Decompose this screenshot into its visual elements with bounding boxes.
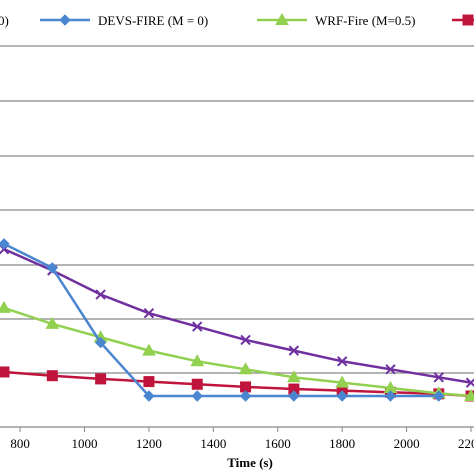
data-point-x — [143, 308, 155, 319]
data-point-square — [462, 14, 474, 26]
series-line — [3, 306, 472, 398]
data-point-triangle — [238, 362, 253, 375]
data-point-triangle — [190, 354, 205, 367]
data-point-diamond — [59, 14, 71, 26]
data-point-diamond — [433, 390, 445, 402]
data-point-triangle — [464, 388, 474, 401]
x-axis-ticks: 800 1000 1200 1400 1600 1800 2000 2200 — [10, 427, 474, 451]
data-point-triangle — [287, 370, 301, 383]
legend-entry — [452, 14, 474, 26]
data-point-x — [192, 321, 203, 332]
data-point-square — [143, 376, 155, 388]
data-point-triangle — [45, 316, 60, 329]
data-point-diamond — [46, 262, 59, 274]
x-tick-label: 1400 — [200, 436, 226, 451]
data-point-diamond — [384, 390, 397, 402]
series-line — [3, 370, 472, 398]
data-point-x — [336, 356, 348, 367]
x-tick-label: 2200 — [458, 436, 474, 451]
data-point-x — [288, 345, 300, 356]
series-diamond — [0, 238, 445, 402]
legend: 0) DEVS-FIRE (M = 0) WRF-Fire (M=0.5) — [0, 12, 474, 28]
legend-entry: DEVS-FIRE (M = 0) — [40, 13, 208, 28]
series-line — [3, 242, 439, 398]
data-point-diamond — [191, 390, 203, 402]
data-point-square — [46, 370, 58, 382]
data-point-square — [191, 378, 203, 390]
legend-entry: WRF-Fire (M=0.5) — [257, 12, 416, 28]
series-group — [0, 238, 474, 402]
data-point-triangle — [142, 343, 156, 356]
data-point-diamond — [288, 390, 300, 402]
data-point-diamond — [94, 336, 107, 349]
x-tick-label: 800 — [10, 436, 30, 451]
x-axis-title: Time (s) — [227, 455, 273, 470]
legend-label: WRF-Fire (M=0.5) — [315, 13, 416, 28]
gridlines — [0, 45, 474, 428]
data-point-x — [465, 377, 474, 388]
data-point-x — [95, 289, 106, 300]
x-tick-label: 1800 — [329, 436, 355, 451]
data-point-triangle — [0, 300, 11, 313]
series-line — [3, 248, 472, 384]
x-tick-label: 1200 — [136, 436, 162, 451]
x-tick-label: 1600 — [265, 436, 291, 451]
data-point-x — [433, 372, 445, 383]
data-point-triangle — [335, 375, 350, 388]
data-point-diamond — [336, 390, 348, 402]
data-point-x — [385, 364, 396, 375]
x-tick-label: 2000 — [394, 436, 420, 451]
legend-entry: 0) — [0, 13, 9, 28]
data-point-square — [0, 366, 10, 378]
data-point-square — [95, 373, 107, 385]
series-x — [0, 243, 474, 388]
data-point-diamond — [143, 390, 155, 402]
data-point-diamond — [239, 390, 252, 402]
legend-label: DEVS-FIRE (M = 0) — [98, 13, 208, 28]
data-point-triangle — [275, 12, 289, 25]
data-point-x — [240, 334, 251, 346]
legend-label: 0) — [0, 13, 9, 28]
x-tick-label: 1000 — [72, 436, 98, 451]
data-point-diamond — [0, 238, 10, 250]
